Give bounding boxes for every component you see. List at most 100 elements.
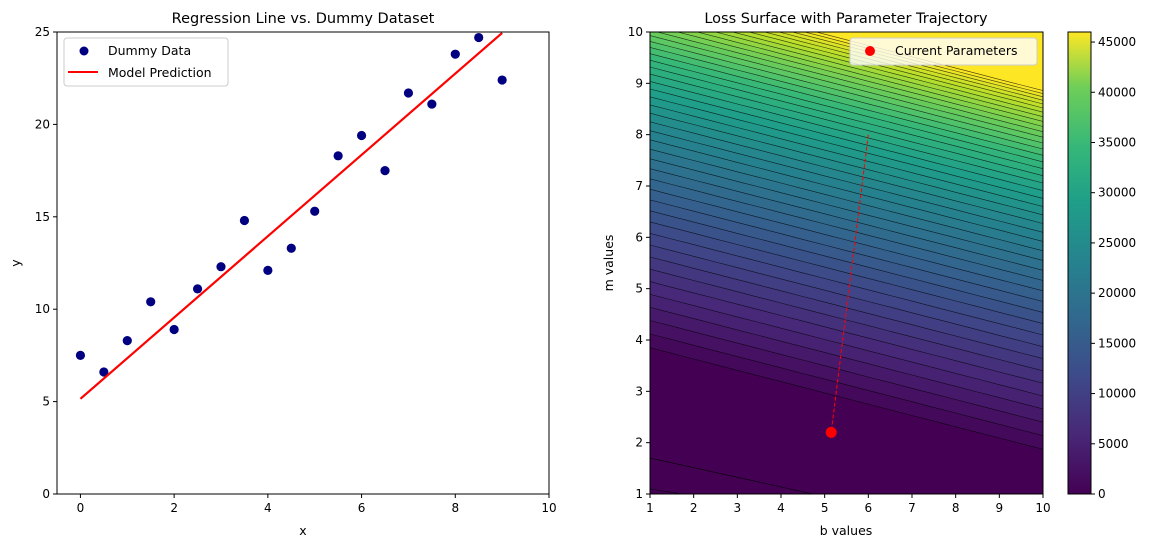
contour-line — [650, 139, 1043, 242]
contour-line — [777, 32, 1043, 101]
y-tick-label: 0 — [42, 487, 50, 501]
data-point — [239, 215, 250, 226]
contour-line — [731, 32, 1043, 113]
data-point — [356, 130, 367, 141]
contour-line — [650, 148, 1043, 252]
legend-marker-dummy-data — [79, 46, 89, 56]
y-axis-label: y — [8, 259, 23, 267]
contour-line — [650, 168, 1043, 271]
contour-line — [650, 66, 1043, 169]
contour-line — [650, 320, 1043, 423]
current-parameters-point — [825, 426, 837, 438]
contour-line — [650, 268, 1043, 372]
x-tick-label: 10 — [1035, 501, 1050, 515]
contour-line — [650, 188, 1043, 292]
data-point — [192, 284, 203, 294]
data-point — [380, 166, 390, 176]
contour-line — [650, 121, 1043, 224]
contour-line — [650, 96, 1043, 199]
x-tick-label: 2 — [690, 501, 698, 515]
contour-line — [650, 333, 1043, 436]
y-tick-label: 20 — [35, 117, 50, 131]
contour-line — [650, 158, 1043, 261]
contour-line — [650, 104, 1043, 207]
chart-title: Loss Surface with Parameter Trajectory — [704, 11, 988, 27]
y-tick-label: 9 — [635, 76, 643, 90]
colorbar-tick-label: 0 — [1098, 487, 1106, 501]
model-prediction-line — [79, 32, 503, 400]
contour-line — [650, 178, 1043, 281]
trajectory-line — [830, 134, 869, 433]
data-point — [474, 32, 484, 43]
contour-line — [656, 32, 1043, 132]
y-tick-label: 4 — [635, 333, 643, 347]
x-tick-label: 6 — [358, 501, 366, 515]
colorbar: 0 5000 10000 15000 20000 25000 30000 35000 40000… — [1067, 31, 1136, 501]
x-tick-label: 1 — [646, 501, 654, 515]
y-tick-label: 5 — [635, 282, 643, 296]
contour-line — [650, 81, 1043, 184]
colorbar-tick-label: 25000 — [1098, 236, 1136, 250]
contour-line — [650, 307, 1043, 410]
data-point — [450, 49, 460, 59]
data-point — [169, 324, 179, 335]
data-point — [286, 243, 296, 253]
data-point — [497, 75, 507, 85]
x-tick-label: 8 — [952, 501, 960, 515]
contour-line — [714, 32, 1043, 117]
regression-chart: Regression Line vs. Dummy Dataset 0 2 4 6 8 1… — [8, 11, 557, 538]
contour-line — [650, 41, 1043, 144]
legend-box — [63, 37, 229, 87]
contour-line — [650, 347, 1043, 450]
contour-line — [815, 32, 1043, 91]
data-point — [263, 265, 273, 275]
colorbar-tick-label: 40000 — [1098, 85, 1136, 99]
legend-box — [849, 37, 1038, 66]
y-tick-label: 8 — [635, 128, 643, 142]
colorbar-fill — [1067, 31, 1092, 495]
y-axis-label: m values — [601, 235, 616, 292]
colorbar-tick-label: 45000 — [1098, 35, 1136, 49]
y-tick-label: 7 — [635, 179, 643, 193]
data-point — [333, 151, 343, 161]
data-point — [216, 262, 226, 272]
x-tick-label: 6 — [865, 501, 873, 515]
contour-line — [650, 294, 1043, 397]
x-tick-label: 4 — [264, 501, 272, 515]
loss-surface-chart: Loss Surface with Parameter Trajectory 1… — [601, 11, 1051, 538]
x-tick-label: 0 — [77, 501, 85, 515]
y-tick-label: 5 — [42, 395, 50, 409]
data-point — [403, 88, 414, 98]
y-tick-label: 3 — [635, 384, 643, 398]
data-point — [122, 336, 132, 346]
contour-line — [650, 457, 815, 494]
contour-line — [650, 210, 1043, 313]
data-point — [99, 367, 109, 377]
contour-line — [650, 130, 1043, 233]
x-axis-label: b values — [820, 523, 873, 538]
data-point — [75, 350, 86, 360]
contour-fill — [650, 32, 1043, 494]
colorbar-tick-label: 15000 — [1098, 336, 1136, 350]
plot-frame — [56, 31, 550, 495]
legend-marker-current-parameters — [865, 46, 875, 56]
contour-line — [763, 32, 1043, 105]
x-tick-label: 2 — [170, 501, 178, 515]
colorbar-tick-label: 35000 — [1098, 135, 1136, 149]
contour-line — [695, 32, 1043, 122]
contour-line — [650, 59, 1043, 163]
legend-label-model-prediction: Model Prediction — [108, 65, 212, 80]
x-tick-label: 7 — [908, 501, 916, 515]
contour-line — [650, 35, 1043, 138]
colorbar-tick-label: 30000 — [1098, 186, 1136, 200]
contour-line — [650, 88, 1043, 191]
contour-line — [650, 199, 1043, 302]
x-tick-label: 4 — [777, 501, 785, 515]
contour-line — [650, 73, 1043, 176]
y-tick-label: 10 — [35, 302, 50, 316]
legend: Current Parameters — [849, 37, 1038, 66]
contour-line — [791, 32, 1043, 98]
x-axis-label: x — [299, 523, 306, 538]
contour-line — [650, 221, 1043, 324]
x-tick-label: 10 — [541, 501, 556, 515]
